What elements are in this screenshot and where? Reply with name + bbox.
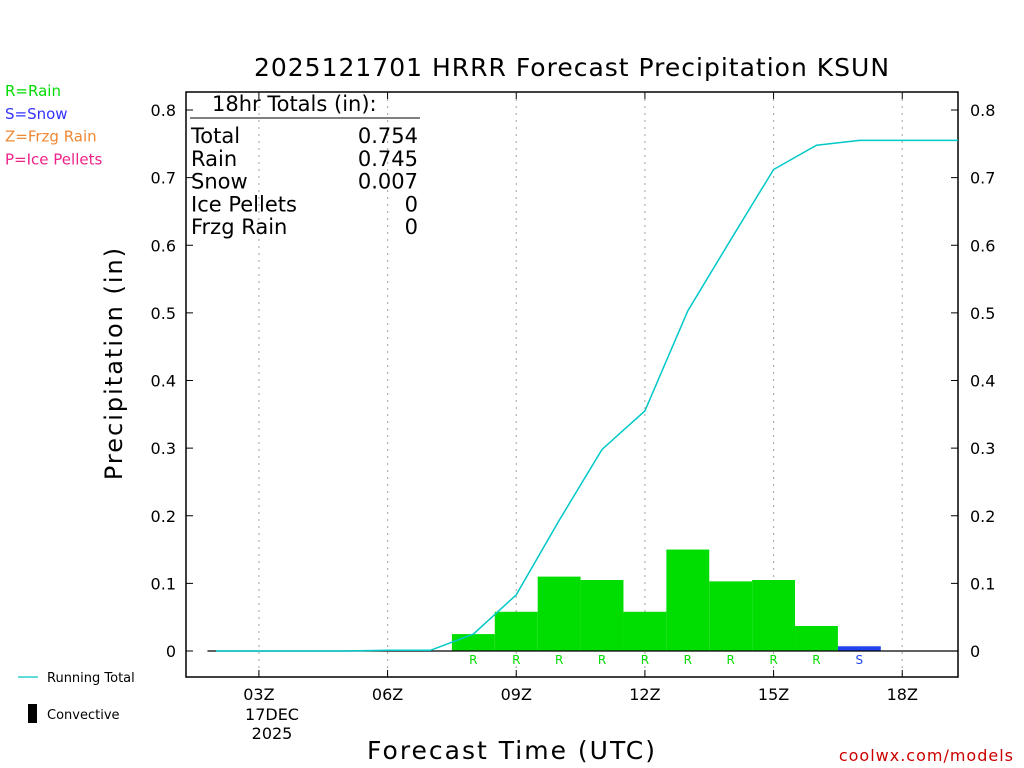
precip-type-legend-item: S=Snow bbox=[5, 105, 68, 123]
y-axis-ticks: 0 00.1 0.10.2 0.20.3 0.30.4 0.40.5 0.50.6 0.60.… bbox=[151, 101, 996, 661]
x-tick-label: 06Z bbox=[372, 685, 403, 704]
bar-series bbox=[451, 549, 881, 651]
y-tick-label-right: 0.4 bbox=[970, 372, 995, 391]
precip-type-legend: R=Rain S=Snow Z=Frzg Rain P=Ice Pellets bbox=[5, 82, 102, 168]
totals-row-value: 0.754 bbox=[358, 124, 418, 148]
x-tick-label: 09Z bbox=[501, 685, 532, 704]
bottom-legend: Running Total Convective bbox=[18, 671, 135, 723]
y-axis-label: Precipitation (in) bbox=[100, 246, 128, 480]
totals-header: 18hr Totals (in): bbox=[212, 92, 377, 116]
precip-type-label: R bbox=[555, 653, 563, 667]
x-tick-label: 03Z bbox=[243, 685, 274, 704]
precip-type-label: S bbox=[856, 653, 864, 667]
precip-type-legend-item: Z=Frzg Rain bbox=[5, 128, 97, 146]
date-label-day: 17DEC bbox=[245, 705, 299, 724]
precip-type-label: R bbox=[598, 653, 606, 667]
totals-row-label: Rain bbox=[191, 147, 237, 171]
bar bbox=[709, 581, 753, 651]
bar bbox=[837, 646, 881, 651]
plot-frame bbox=[185, 91, 959, 678]
totals-row-label: Snow bbox=[191, 170, 248, 194]
totals-row-value: 0.007 bbox=[358, 170, 418, 194]
precip-type-legend-item: R=Rain bbox=[5, 82, 61, 100]
date-label-year: 2025 bbox=[252, 724, 293, 743]
precip-type-label: R bbox=[769, 653, 777, 667]
precip-type-legend-item: P=Ice Pellets bbox=[5, 150, 102, 168]
bar bbox=[451, 634, 495, 651]
y-tick-label-left: 0.3 bbox=[151, 439, 176, 458]
precip-type-label: R bbox=[727, 653, 735, 667]
precip-type-label: R bbox=[641, 653, 649, 667]
y-tick-label-left: 0.8 bbox=[151, 101, 176, 120]
totals-row-label: Frzg Rain bbox=[191, 215, 287, 239]
y-tick-label-right: 0 bbox=[970, 642, 980, 661]
totals-row-value: 0 bbox=[405, 192, 418, 216]
y-tick-label-left: 0.4 bbox=[151, 372, 176, 391]
bar bbox=[752, 579, 796, 651]
convective-legend-label: Convective bbox=[47, 708, 120, 723]
y-tick-label-right: 0.1 bbox=[970, 574, 995, 593]
bar bbox=[537, 576, 581, 651]
y-tick-label-left: 0.2 bbox=[151, 507, 176, 526]
credit-text: coolwx.com/models bbox=[839, 746, 1014, 765]
precip-type-label: R bbox=[684, 653, 692, 667]
bar bbox=[494, 611, 538, 651]
y-tick-label-right: 0.3 bbox=[970, 439, 995, 458]
convective-legend-swatch bbox=[28, 704, 37, 723]
x-tick-label: 12Z bbox=[629, 685, 660, 704]
x-axis-label: Forecast Time (UTC) bbox=[367, 736, 657, 765]
bar bbox=[623, 611, 667, 651]
x-axis-ticks: 03Z 06Z 09Z 12Z 15Z 18Z bbox=[243, 92, 918, 704]
y-tick-label-left: 0.1 bbox=[151, 574, 176, 593]
y-tick-label-left: 0.6 bbox=[151, 236, 176, 255]
totals-row-value: 0 bbox=[405, 215, 418, 239]
running-total-series bbox=[216, 139, 958, 652]
y-tick-label-right: 0.8 bbox=[970, 101, 995, 120]
chart-title: 2025121701 HRRR Forecast Precipitation K… bbox=[254, 53, 890, 82]
bar bbox=[795, 625, 838, 651]
precip-type-label: R bbox=[512, 653, 520, 667]
y-tick-label-right: 0.7 bbox=[970, 169, 995, 188]
x-tick-label: 15Z bbox=[758, 685, 789, 704]
precip-type-label: R bbox=[812, 653, 820, 667]
running-total-line bbox=[216, 139, 958, 652]
y-tick-label-right: 0.5 bbox=[970, 304, 995, 323]
precip-type-label: R bbox=[469, 653, 477, 667]
totals-row-label: Total bbox=[190, 124, 240, 148]
running-total-legend-label: Running Total bbox=[47, 671, 135, 686]
totals-row-label: Ice Pellets bbox=[191, 192, 297, 216]
y-tick-label-left: 0.5 bbox=[151, 304, 176, 323]
bar bbox=[580, 579, 624, 651]
x-tick-label: 18Z bbox=[887, 685, 918, 704]
bar bbox=[666, 549, 710, 651]
totals-box: 18hr Totals (in): Total 0.754 Rain 0.745 Sno… bbox=[190, 92, 420, 239]
y-tick-label-left: 0.7 bbox=[151, 169, 176, 188]
y-tick-label-right: 0.6 bbox=[970, 236, 995, 255]
y-tick-label-right: 0.2 bbox=[970, 507, 995, 526]
y-tick-label-left: 0 bbox=[166, 642, 176, 661]
totals-row-value: 0.745 bbox=[358, 147, 418, 171]
